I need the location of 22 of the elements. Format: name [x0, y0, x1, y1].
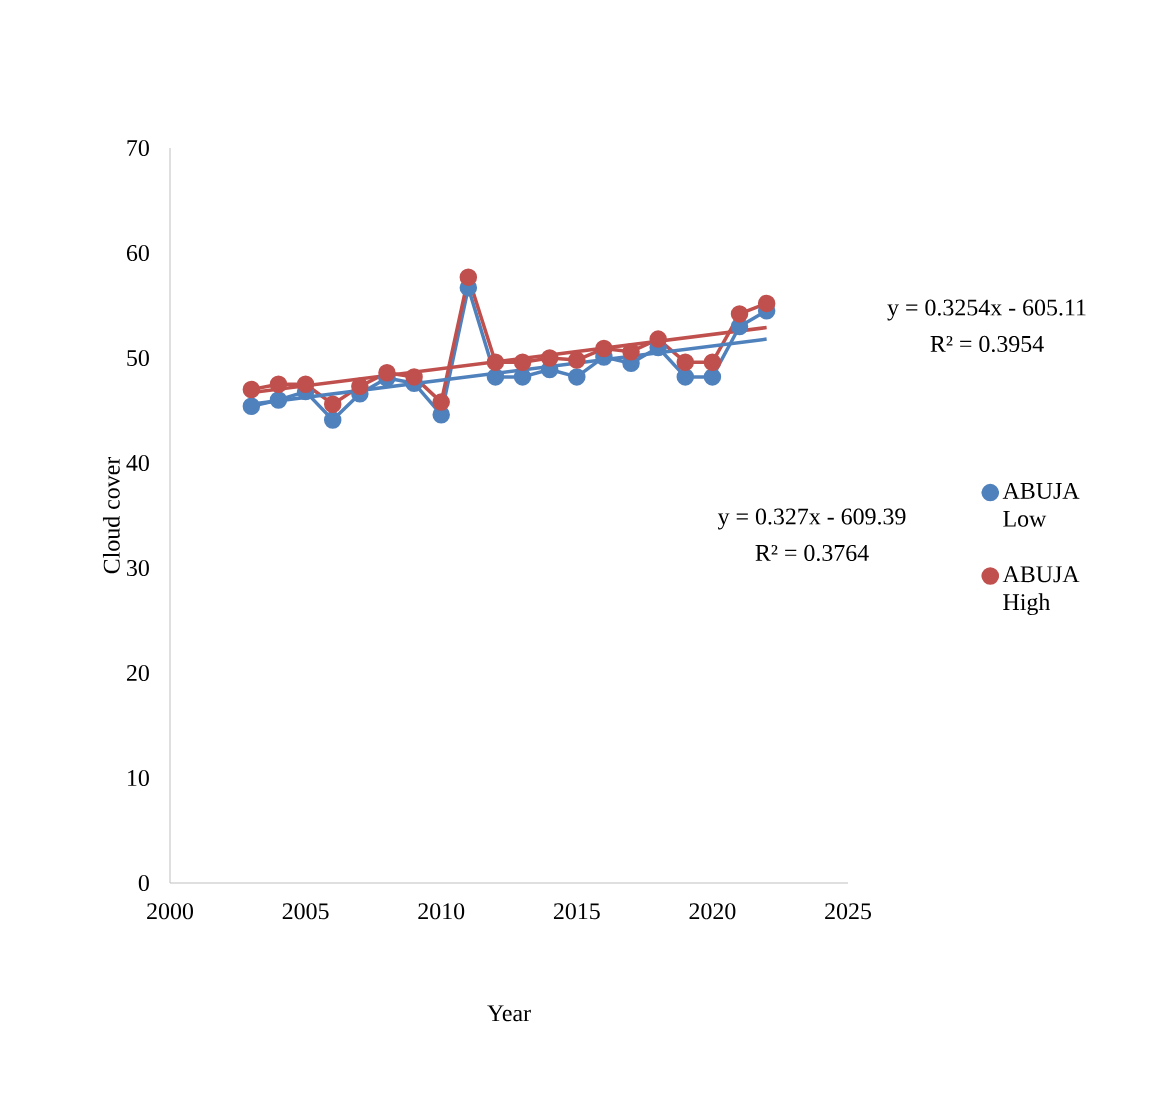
x-tick-label: 2000 — [147, 903, 193, 920]
x-tick-label: 2015 — [553, 903, 600, 920]
x-tick-label: 2020 — [689, 903, 736, 920]
legend-label: ABUJA High — [1002, 566, 1080, 616]
annotation: R² = 0.3764 — [755, 544, 869, 562]
x-tick-label: 2025 — [825, 903, 871, 920]
y-axis-title: Cloud cover — [102, 456, 120, 574]
y-tick-label: 60 — [126, 244, 149, 262]
y-tick-label: 70 — [127, 139, 149, 157]
y-tick-label: 0 — [138, 874, 149, 892]
x-axis-title: Year — [487, 1005, 531, 1022]
y-tick-label: 30 — [127, 559, 149, 577]
y-tick-label: 50 — [127, 349, 149, 367]
y-tick-label: 10 — [128, 769, 149, 787]
text: R² = 0.3954 — [930, 335, 1044, 353]
annotation: y = 0.327x - 609.39 — [717, 508, 906, 530]
legend-label: ABUJA Low — [1002, 482, 1080, 527]
x-tick-label: 2010 — [418, 903, 465, 920]
y-tick-label: 20 — [126, 664, 149, 682]
x-tick-label: 2005 — [282, 903, 329, 920]
y-tick-label: 40 — [126, 454, 149, 472]
text: y = 0.3254x - 605.11 — [887, 299, 1086, 321]
